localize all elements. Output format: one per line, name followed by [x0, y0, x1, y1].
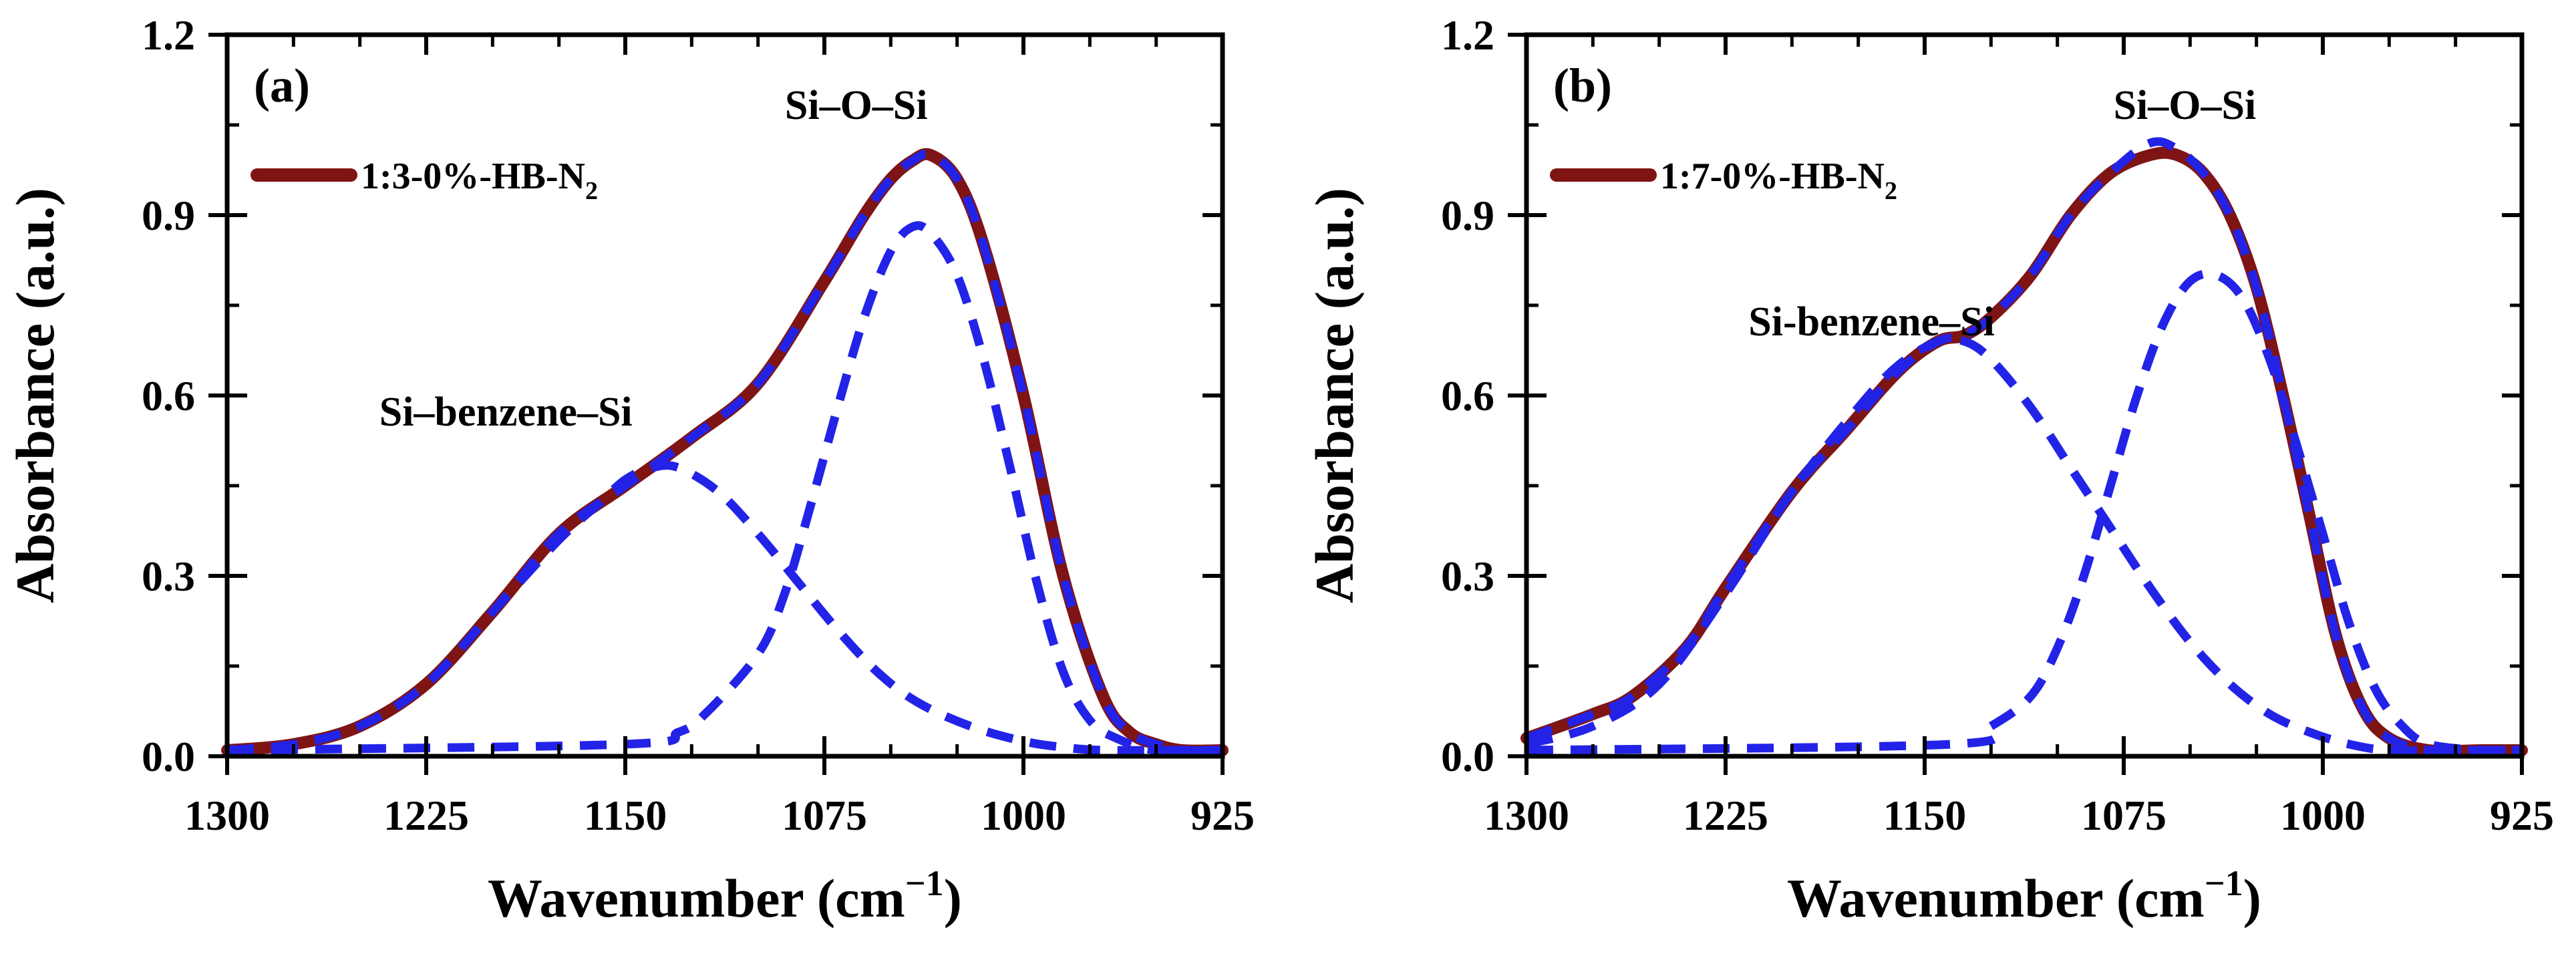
legend-label: 1:7-0%-HB-N2 — [1660, 156, 1897, 205]
y-axis: 0.0 0.3 0.6 0.9 1.2 — [1441, 11, 2522, 780]
x-axis: 1300 1225 1150 1075 1000 925 — [1484, 35, 2554, 839]
chart-panel-a: 1300 1225 1150 1075 1000 925 0.0 0.3 0.6 0.9 1.2 Wa… — [5, 11, 1255, 929]
x-axis-title-close: ) — [2243, 868, 2261, 929]
x-tick-label: 1300 — [184, 792, 270, 839]
peak-annotation: Si–O–Si — [785, 83, 928, 128]
fit-curve-line-1 — [226, 221, 1223, 756]
panel-label: (b) — [1553, 59, 1612, 112]
x-axis-title-superscript: −1 — [2205, 863, 2243, 903]
peak-annotation: Si-benzene–Si — [1748, 299, 1995, 345]
y-tick-label: 0.6 — [1441, 372, 1494, 420]
fit-curve-line-2 — [1525, 334, 2522, 756]
y-tick-label: 0.3 — [1441, 552, 1494, 600]
legend-label: 1:3-0%-HB-N2 — [361, 156, 598, 205]
y-axis-title: Absorbance (a.u.) — [5, 188, 65, 603]
x-tick-label: 1300 — [1484, 792, 1569, 839]
y-tick-label: 0.9 — [1441, 192, 1494, 239]
legend-label-main: 1:7-0%-HB-N — [1660, 156, 1885, 197]
chart-panel-b: 1300 1225 1150 1075 1000 925 0.0 0.3 0.6 0.9 1.2 Wa… — [1304, 11, 2554, 929]
legend: 1:3-0%-HB-N2 — [251, 156, 598, 205]
y-tick-label: 1.2 — [142, 11, 195, 59]
x-axis-title: Wavenumber (cm−1) — [488, 863, 962, 929]
y-tick-label: 0.0 — [142, 733, 195, 780]
x-axis-title-main: Wavenumber (cm — [488, 868, 905, 929]
plot-area — [221, 148, 1229, 757]
y-tick-label: 0.0 — [1441, 733, 1494, 780]
y-tick-label: 1.2 — [1441, 11, 1494, 59]
y-tick-label: 0.6 — [142, 372, 195, 420]
legend-label-subscript: 2 — [1885, 177, 1897, 205]
fit-curve-line-3 — [1524, 137, 2522, 756]
x-tick-label: 1150 — [1883, 792, 1966, 839]
x-tick-label: 1075 — [782, 792, 867, 839]
y-tick-label: 0.9 — [142, 192, 195, 239]
y-tick-label: 0.3 — [142, 552, 195, 600]
legend: 1:7-0%-HB-N2 — [1550, 156, 1897, 205]
x-axis-title-main: Wavenumber (cm — [1787, 868, 2205, 929]
x-axis: 1300 1225 1150 1075 1000 925 — [184, 35, 1255, 839]
x-axis-title: Wavenumber (cm−1) — [1787, 863, 2261, 929]
fit-curve-line-3 — [226, 150, 1223, 756]
peak-annotation: Si–O–Si — [2114, 83, 2257, 128]
fit-curve-line-1 — [1526, 269, 2523, 756]
panel-label: (a) — [254, 59, 310, 112]
y-axis-title: Absorbance (a.u.) — [1304, 188, 1365, 603]
x-tick-label: 1225 — [1683, 792, 1768, 839]
x-tick-label: 925 — [2490, 792, 2554, 839]
x-tick-label: 925 — [1190, 792, 1255, 839]
x-axis-title-close: ) — [944, 868, 962, 929]
x-tick-label: 1000 — [2280, 792, 2366, 839]
x-tick-label: 1150 — [584, 792, 667, 839]
x-tick-label: 1225 — [383, 792, 469, 839]
peak-annotation: Si–benzene–Si — [379, 389, 633, 435]
y-axis: 0.0 0.3 0.6 0.9 1.2 — [142, 11, 1223, 780]
x-tick-label: 1075 — [2081, 792, 2166, 839]
x-axis-title-superscript: −1 — [905, 863, 944, 903]
plot-area — [1520, 137, 2528, 758]
legend-label-subscript: 2 — [585, 177, 598, 205]
legend-label-main: 1:3-0%-HB-N — [361, 156, 585, 197]
x-tick-label: 1000 — [981, 792, 1066, 839]
